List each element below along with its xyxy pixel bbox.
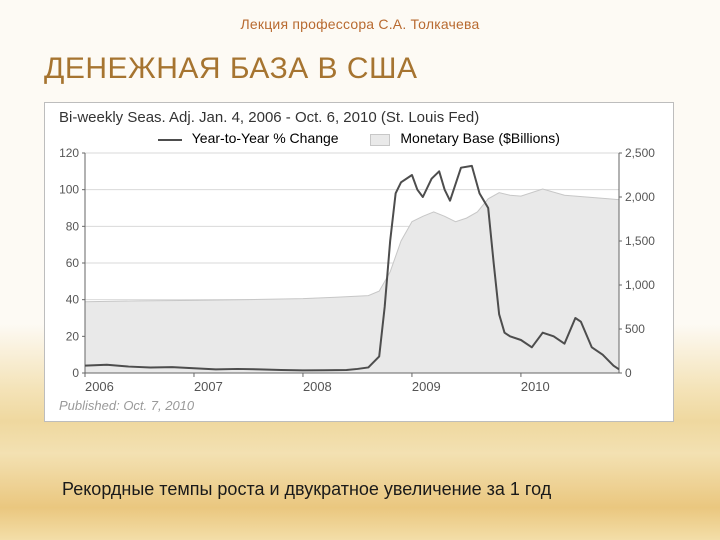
- slide: Лекция профессора С.А. Толкачева ДЕНЕЖНА…: [0, 0, 720, 540]
- chart-container: Bi-weekly Seas. Adj. Jan. 4, 2006 - Oct.…: [44, 102, 674, 422]
- legend-area-swatch: [370, 134, 390, 146]
- svg-text:2008: 2008: [303, 379, 332, 394]
- legend-line-series: Year-to-Year % Change: [158, 130, 338, 146]
- svg-text:80: 80: [66, 219, 80, 233]
- svg-text:40: 40: [66, 293, 80, 307]
- svg-text:60: 60: [66, 256, 80, 270]
- svg-text:500: 500: [625, 322, 645, 336]
- legend-area-series: Monetary Base ($Billions): [370, 130, 559, 146]
- slide-caption: Рекордные темпы роста и двукратное увели…: [62, 479, 551, 500]
- chart-title: Bi-weekly Seas. Adj. Jan. 4, 2006 - Oct.…: [59, 109, 479, 126]
- svg-text:2006: 2006: [85, 379, 114, 394]
- legend-line-label: Year-to-Year % Change: [192, 130, 339, 146]
- svg-text:0: 0: [72, 366, 79, 380]
- published-note: Published: Oct. 7, 2010: [59, 398, 194, 413]
- svg-text:2,500: 2,500: [625, 146, 655, 160]
- legend-line-swatch: [158, 139, 182, 141]
- svg-text:120: 120: [59, 146, 79, 160]
- svg-text:0: 0: [625, 366, 632, 380]
- svg-text:1,500: 1,500: [625, 234, 655, 248]
- lecturer-line: Лекция профессора С.А. Толкачева: [0, 16, 720, 32]
- chart-svg: 02040608010012005001,0001,5002,0002,5002…: [85, 153, 619, 373]
- svg-text:1,000: 1,000: [625, 278, 655, 292]
- plot-area: 02040608010012005001,0001,5002,0002,5002…: [85, 153, 619, 373]
- svg-text:2009: 2009: [412, 379, 441, 394]
- svg-text:2,000: 2,000: [625, 190, 655, 204]
- svg-text:2007: 2007: [194, 379, 223, 394]
- svg-text:2010: 2010: [521, 379, 550, 394]
- chart-legend: Year-to-Year % Change Monetary Base ($Bi…: [45, 129, 673, 146]
- svg-text:20: 20: [66, 329, 80, 343]
- svg-text:100: 100: [59, 183, 79, 197]
- slide-title: ДЕНЕЖНАЯ БАЗА В США: [44, 52, 418, 86]
- legend-area-label: Monetary Base ($Billions): [400, 130, 560, 146]
